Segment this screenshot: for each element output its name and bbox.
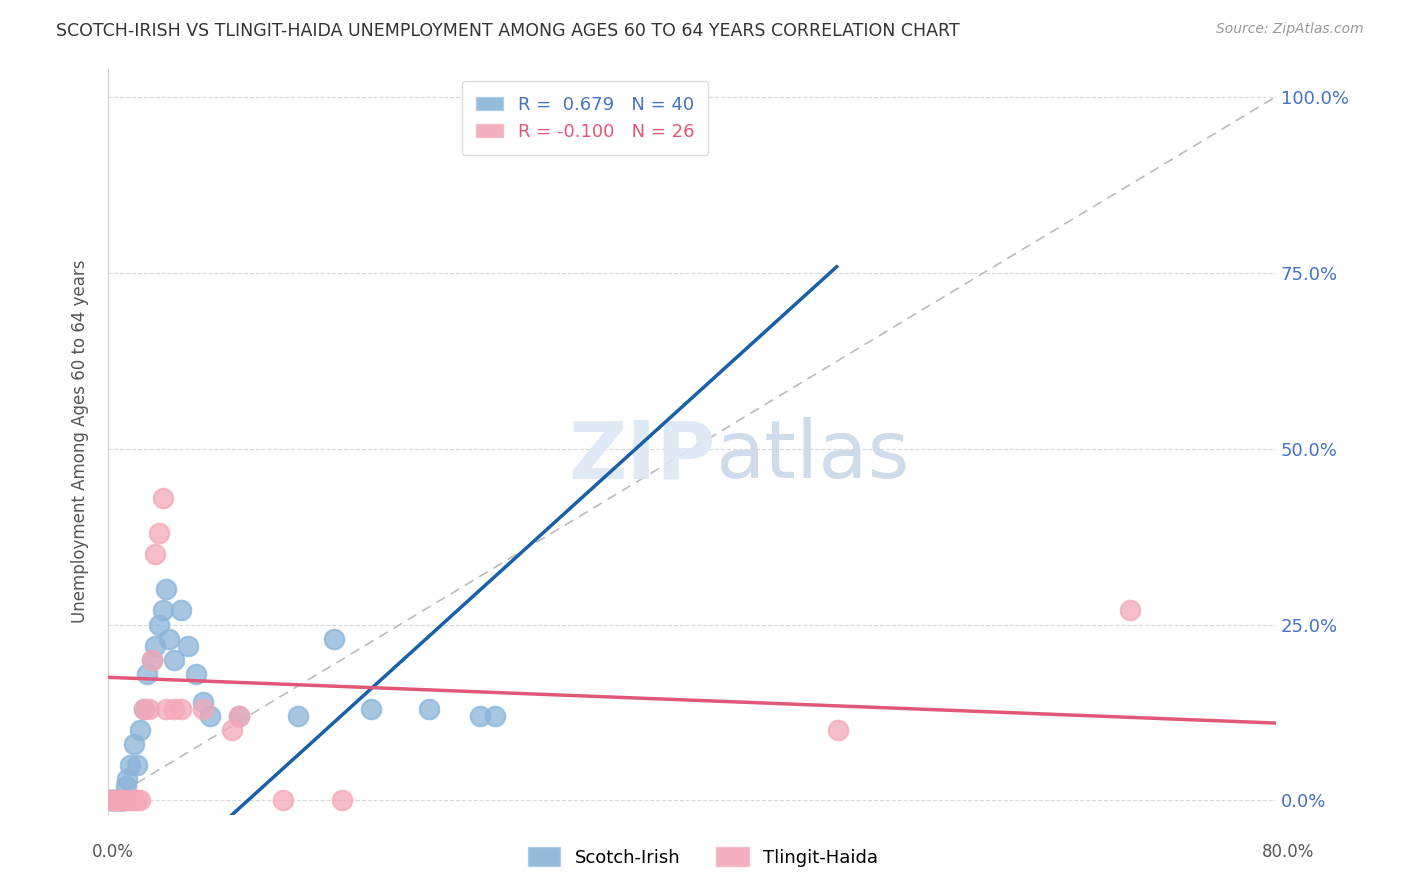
Text: 80.0%: 80.0% — [1263, 843, 1315, 861]
Text: atlas: atlas — [716, 417, 910, 495]
Point — [103, 793, 125, 807]
Point — [177, 639, 200, 653]
Point — [330, 793, 353, 807]
Point — [155, 702, 177, 716]
Point — [136, 666, 159, 681]
Point — [143, 639, 166, 653]
Point — [143, 547, 166, 561]
Point — [163, 702, 186, 716]
Point — [148, 617, 170, 632]
Text: 0.0%: 0.0% — [91, 843, 134, 861]
Point — [114, 780, 136, 794]
Point — [129, 793, 152, 807]
Point — [111, 793, 134, 807]
Point — [681, 111, 703, 125]
Point — [484, 709, 506, 723]
Point — [110, 793, 132, 807]
Point — [105, 793, 128, 807]
Point — [122, 793, 145, 807]
Point — [323, 632, 346, 646]
Point — [148, 526, 170, 541]
Point — [287, 709, 309, 723]
Point — [127, 758, 149, 772]
Point — [122, 737, 145, 751]
Point — [100, 793, 122, 807]
Point — [827, 723, 849, 738]
Point — [104, 793, 127, 807]
Point — [108, 793, 131, 807]
Point — [134, 702, 156, 716]
Point — [152, 491, 174, 505]
Point — [101, 793, 124, 807]
Text: ZIP: ZIP — [568, 417, 716, 495]
Point — [170, 603, 193, 617]
Point — [228, 709, 250, 723]
Point — [163, 653, 186, 667]
Point — [184, 666, 207, 681]
Point — [129, 723, 152, 738]
Point — [115, 772, 138, 787]
Point — [221, 723, 243, 738]
Point — [114, 793, 136, 807]
Point — [191, 695, 214, 709]
Point — [155, 582, 177, 597]
Point — [198, 709, 221, 723]
Point — [138, 702, 160, 716]
Point — [360, 702, 382, 716]
Point — [118, 758, 141, 772]
Point — [134, 702, 156, 716]
Legend: R =  0.679   N = 40, R = -0.100   N = 26: R = 0.679 N = 40, R = -0.100 N = 26 — [461, 81, 709, 155]
Point — [170, 702, 193, 716]
Point — [191, 702, 214, 716]
Text: Source: ZipAtlas.com: Source: ZipAtlas.com — [1216, 22, 1364, 37]
Point — [108, 793, 131, 807]
Y-axis label: Unemployment Among Ages 60 to 64 years: Unemployment Among Ages 60 to 64 years — [72, 260, 89, 624]
Legend: Scotch-Irish, Tlingit-Haida: Scotch-Irish, Tlingit-Haida — [520, 840, 886, 874]
Point — [97, 793, 120, 807]
Point — [470, 709, 492, 723]
Point — [157, 632, 180, 646]
Text: SCOTCH-IRISH VS TLINGIT-HAIDA UNEMPLOYMENT AMONG AGES 60 TO 64 YEARS CORRELATION: SCOTCH-IRISH VS TLINGIT-HAIDA UNEMPLOYME… — [56, 22, 960, 40]
Point — [97, 793, 120, 807]
Point — [271, 793, 294, 807]
Point — [107, 793, 129, 807]
Point — [104, 793, 127, 807]
Point — [228, 709, 250, 723]
Point — [111, 793, 134, 807]
Point — [418, 702, 440, 716]
Point — [651, 111, 673, 125]
Point — [112, 793, 135, 807]
Point — [152, 603, 174, 617]
Point — [141, 653, 163, 667]
Point — [101, 793, 124, 807]
Point — [141, 653, 163, 667]
Point — [1119, 603, 1142, 617]
Point — [118, 793, 141, 807]
Point — [127, 793, 149, 807]
